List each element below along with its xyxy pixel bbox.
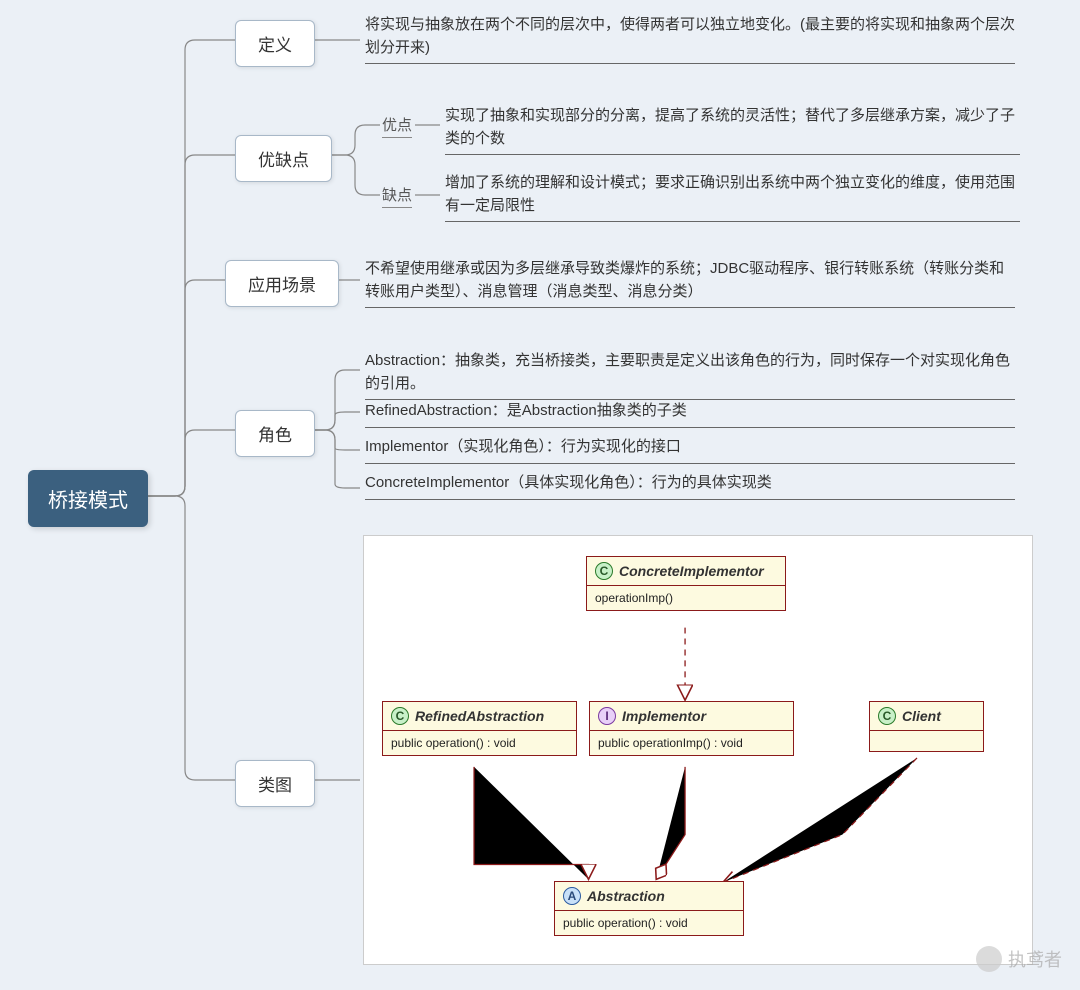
root-node: 桥接模式: [28, 470, 148, 527]
uml-name-client: Client: [902, 708, 941, 724]
leaf-role-refined: RefinedAbstraction：是Abstraction抽象类的子类: [365, 400, 1015, 428]
uml-name-implementor: Implementor: [622, 708, 706, 724]
sublabel-pros: 优点: [382, 114, 412, 138]
leaf-cons: 增加了系统的理解和设计模式；要求正确识别出系统中两个独立变化的维度，使用范围有一…: [445, 172, 1020, 222]
leaf-scenario: 不希望使用继承或因为多层继承导致类爆炸的系统；JDBC驱动程序、银行转账系统（转…: [365, 258, 1015, 308]
uml-member-refined: public operation() : void: [383, 731, 576, 755]
leaf-role-abstraction: Abstraction：抽象类，充当桥接类，主要职责是定义出该角色的行为，同时保…: [365, 350, 1015, 400]
uml-name-refined: RefinedAbstraction: [415, 708, 544, 724]
watermark-text: 执鸢者: [1008, 946, 1062, 972]
uml-member-abstraction: public operation() : void: [555, 911, 743, 935]
mindmap-canvas: 桥接模式 定义 将实现与抽象放在两个不同的层次中，使得两者可以独立地变化。(最主…: [0, 0, 1080, 990]
wechat-icon: [976, 946, 1002, 972]
uml-member-concrete-implementor: operationImp(): [587, 586, 785, 610]
sublabel-cons: 缺点: [382, 184, 412, 208]
uml-box-abstraction: A Abstraction public operation() : void: [554, 881, 744, 936]
branch-scenario-label: 应用场景: [248, 276, 316, 295]
leaf-role-concrete: ConcreteImplementor（具体实现化角色）：行为的具体实现类: [365, 472, 1015, 500]
stereotype-interface-icon: I: [598, 707, 616, 725]
stereotype-class-icon: C: [391, 707, 409, 725]
stereotype-abstract-icon: A: [563, 887, 581, 905]
uml-member-client: [870, 731, 983, 751]
branch-proscons-label: 优缺点: [258, 151, 309, 170]
branch-classdiag: 类图: [235, 760, 315, 807]
branch-roles-label: 角色: [258, 426, 292, 445]
stereotype-class-icon: C: [878, 707, 896, 725]
leaf-pros: 实现了抽象和实现部分的分离，提高了系统的灵活性；替代了多层继承方案，减少了子类的…: [445, 105, 1020, 155]
branch-roles: 角色: [235, 410, 315, 457]
uml-box-implementor: I Implementor public operationImp() : vo…: [589, 701, 794, 756]
branch-definition-label: 定义: [258, 36, 292, 55]
uml-name-abstraction: Abstraction: [587, 888, 665, 904]
branch-proscons: 优缺点: [235, 135, 332, 182]
stereotype-class-icon: C: [595, 562, 613, 580]
uml-name-concrete-implementor: ConcreteImplementor: [619, 563, 764, 579]
branch-scenario: 应用场景: [225, 260, 339, 307]
branch-classdiag-label: 类图: [258, 776, 292, 795]
uml-diagram: C ConcreteImplementor operationImp() C R…: [363, 535, 1033, 965]
branch-definition: 定义: [235, 20, 315, 67]
leaf-role-implementor: Implementor（实现化角色）：行为实现化的接口: [365, 436, 1015, 464]
uml-member-implementor: public operationImp() : void: [590, 731, 793, 755]
leaf-definition: 将实现与抽象放在两个不同的层次中，使得两者可以独立地变化。(最主要的将实现和抽象…: [365, 14, 1015, 64]
uml-box-client: C Client: [869, 701, 984, 752]
uml-box-refined-abstraction: C RefinedAbstraction public operation() …: [382, 701, 577, 756]
root-label: 桥接模式: [48, 490, 128, 512]
uml-box-concrete-implementor: C ConcreteImplementor operationImp(): [586, 556, 786, 611]
watermark: 执鸢者: [976, 946, 1062, 972]
